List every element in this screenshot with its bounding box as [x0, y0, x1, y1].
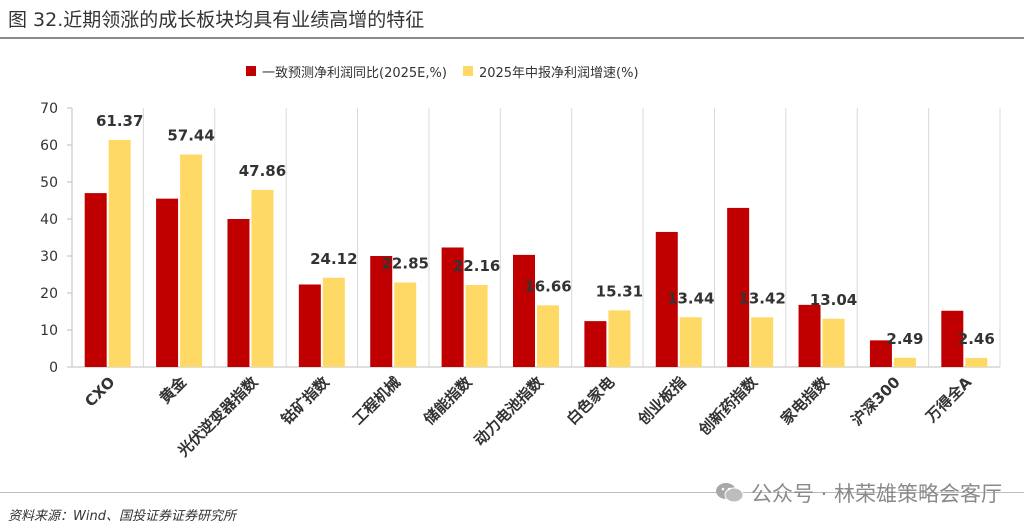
bar-series1: [84, 193, 107, 367]
bar-series2: [679, 317, 702, 367]
x-tick-label: 黄金: [156, 372, 191, 407]
bar-series2: [322, 277, 345, 367]
legend-item-series1: 一致预测净利润同比(2025E,%): [246, 62, 447, 81]
bar-series2: [751, 317, 774, 367]
bar-series2: [394, 282, 417, 367]
data-label: 61.37: [96, 112, 143, 130]
y-tick-label: 10: [40, 323, 58, 339]
data-label: 15.31: [596, 282, 643, 300]
chart-legend: 一致预测净利润同比(2025E,%) 2025年中报净利润增速(%): [246, 60, 655, 82]
x-tick-label: 工程机械: [349, 373, 404, 428]
bar-series2: [608, 310, 631, 367]
bar-series1: [370, 256, 393, 367]
data-label: 24.12: [310, 250, 357, 268]
bar-series1: [227, 219, 250, 367]
bar-series1: [869, 340, 892, 367]
y-tick-label: 50: [40, 175, 58, 191]
legend-label-series2: 2025年中报净利润增速(%): [478, 65, 639, 81]
legend-item-series2: 2025年中报净利润增速(%): [462, 62, 639, 81]
bar-series1: [513, 254, 535, 367]
y-tick-label: 20: [40, 286, 58, 302]
bar-chart: 01020304050607061.37CXO57.44黄金47.86光伏逆变器…: [40, 101, 1001, 461]
data-label: 47.86: [239, 162, 286, 180]
y-tick-label: 0: [49, 360, 58, 376]
x-tick-label: 沪深300: [848, 373, 904, 429]
x-tick-label: CXO: [81, 373, 118, 410]
x-tick-label: 储能指数: [420, 372, 476, 428]
data-label: 22.16: [453, 257, 500, 275]
data-label: 13.42: [738, 289, 785, 307]
bar-series2: [537, 305, 559, 367]
bar-series1: [727, 207, 750, 367]
bar-series1: [655, 231, 678, 367]
y-tick-label: 30: [40, 249, 58, 265]
x-tick-label: 创新药指数: [695, 372, 762, 439]
data-label: 2.49: [886, 330, 923, 348]
data-label: 13.44: [667, 289, 714, 307]
legend-label-series1: 一致预测净利润同比(2025E,%): [262, 65, 447, 81]
bar-series1: [584, 321, 607, 367]
y-tick-label: 70: [40, 101, 58, 117]
bar-series2: [965, 357, 988, 367]
x-tick-label: 创业板指: [634, 373, 690, 429]
data-label: 57.44: [167, 126, 214, 144]
figure-title: 图 32.近期领涨的成长板块均具有业绩高增的特征: [8, 9, 425, 31]
y-tick-label: 60: [40, 138, 58, 154]
wechat-icon: [715, 483, 744, 503]
source-note: 资料来源：Wind、国投证券证券研究所: [8, 509, 236, 524]
x-tick-label: 白色家电: [563, 373, 618, 428]
data-label: 13.04: [810, 291, 857, 309]
data-label: 2.46: [958, 330, 995, 348]
data-label: 16.66: [524, 277, 571, 295]
title-divider: [0, 37, 1024, 39]
source-divider: [0, 492, 1024, 493]
legend-swatch-series1: [246, 66, 256, 76]
watermark-text: 公众号 · 林荣雄策略会客厅: [750, 482, 1002, 506]
x-tick-label: 钴矿指数: [278, 372, 334, 428]
bar-series1: [941, 310, 964, 367]
bar-series1: [441, 247, 464, 367]
legend-swatch-series2: [462, 66, 473, 76]
watermark: 公众号 · 林荣雄策略会客厅: [715, 478, 1002, 508]
data-label: 22.85: [382, 254, 429, 272]
y-tick-label: 40: [40, 212, 58, 228]
bar-series1: [798, 304, 821, 367]
bar-series2: [251, 189, 274, 367]
bar-series2: [465, 285, 488, 367]
bar-series2: [893, 357, 916, 367]
bar-series1: [156, 198, 179, 367]
bar-series2: [822, 318, 845, 367]
bar-series2: [108, 139, 131, 367]
bar-series1: [298, 284, 321, 367]
x-tick-label: 万得全A: [922, 373, 976, 427]
x-tick-label: 家电指数: [777, 372, 833, 428]
x-tick-label: 动力电池指数: [470, 372, 547, 449]
bar-series2: [180, 154, 203, 367]
